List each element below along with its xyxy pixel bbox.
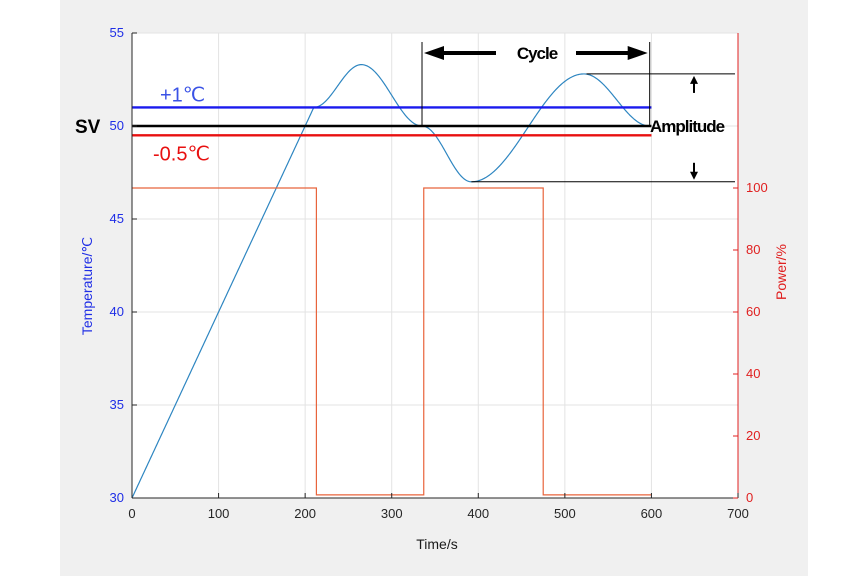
series-line-temperature (131, 64, 650, 499)
annotations: +1℃ SV -0.5℃ Cycle Amplitude (75, 42, 735, 183)
sv-label: SV (75, 117, 101, 138)
series-line-power (132, 187, 652, 496)
x-tick-label: 200 (294, 506, 316, 521)
y-left-tick-label: 45 (110, 211, 124, 226)
tick-labels: 0 100 200 300 400 500 600 700 30 35 40 45 50 55 0 20 40 6… (110, 25, 768, 521)
y-left-tick-label: 30 (110, 490, 124, 505)
y-right-tick-label: 80 (746, 242, 760, 257)
plot-area (132, 33, 738, 498)
y-left-tick-label: 50 (110, 118, 124, 133)
x-axis-title: Time/s (416, 536, 457, 552)
y-axis-left-title: Temperature/℃ (79, 237, 95, 335)
y-right-tick-label: 20 (746, 428, 760, 443)
x-tick-label: 400 (467, 506, 489, 521)
y-right-tick-label: 40 (746, 366, 760, 381)
y-left-tick-label: 55 (110, 25, 124, 40)
x-tick-label: 100 (208, 506, 230, 521)
x-tick-label: 0 (128, 506, 135, 521)
y-right-tick-label: 0 (746, 490, 753, 505)
cycle-label: Cycle (517, 44, 558, 63)
y-right-tick-label: 100 (746, 180, 768, 195)
y-left-tick-label: 35 (110, 397, 124, 412)
axes (131, 32, 739, 499)
cycle-arrow-left-head (424, 46, 445, 60)
cycle-arrow-right-head (627, 46, 648, 60)
plus-one-label: +1℃ (160, 84, 205, 106)
x-tick-label: 600 (641, 506, 663, 521)
y-left-tick-label: 40 (110, 304, 124, 319)
y-axis-right-title: Power/% (773, 244, 789, 300)
amplitude-up-arrow-head (690, 75, 698, 84)
x-tick-label: 500 (554, 506, 576, 521)
minus-half-label: -0.5℃ (153, 143, 210, 165)
plot-lines (131, 64, 652, 499)
amplitude-label: Amplitude (650, 117, 725, 136)
amplitude-down-arrow-head (690, 171, 698, 180)
x-tick-label: 700 (727, 506, 749, 521)
x-tick-label: 300 (381, 506, 403, 521)
y-right-tick-label: 60 (746, 304, 760, 319)
